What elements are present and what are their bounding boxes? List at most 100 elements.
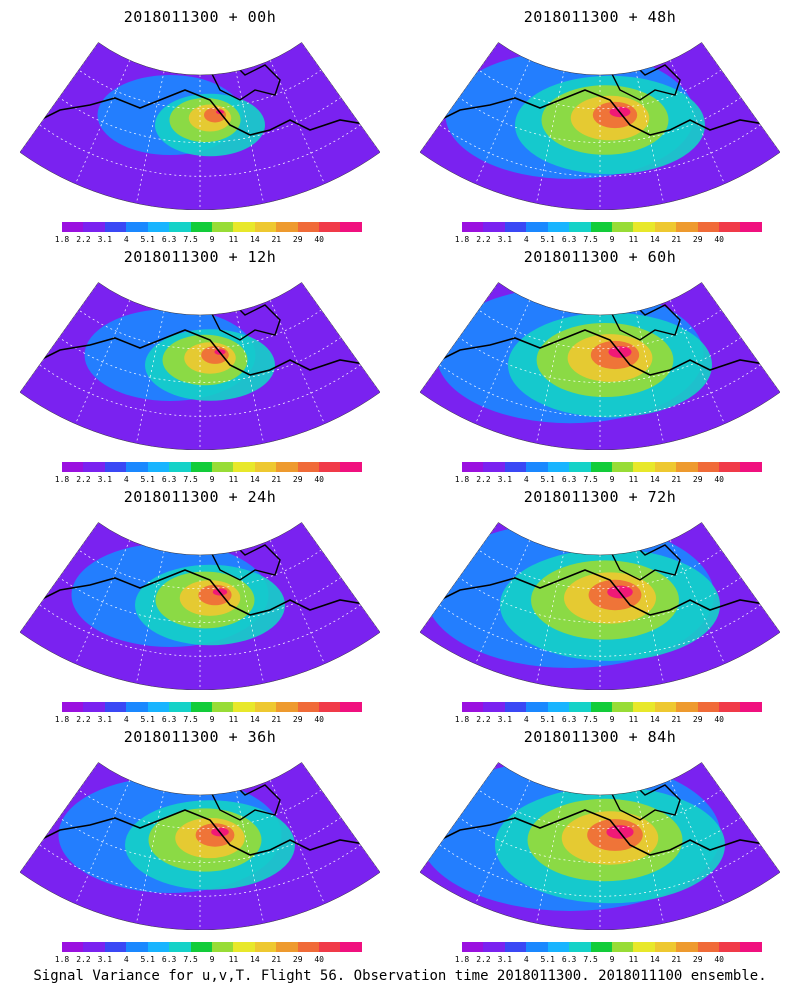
latitude-gridline: [78, 549, 322, 590]
colorbar-swatch: [483, 462, 505, 472]
panel-title: 2018011300 + 12h: [123, 248, 277, 266]
colorbar-tick-label: 14: [250, 955, 260, 964]
colorbar-swatch: [62, 462, 84, 472]
panel-title: 2018011300 + 84h: [523, 728, 677, 746]
colorbar-swatch: [104, 702, 127, 712]
colorbar: [462, 222, 762, 232]
panel-title: 2018011300 + 36h: [123, 728, 277, 746]
colorbar-tick-label: 4: [523, 955, 529, 964]
colorbar-swatch: [319, 942, 341, 952]
variance-map: [20, 42, 380, 210]
colorbar-tick-label: 7.5: [183, 955, 198, 964]
colorbar-ticks: 1.8 2.2 3.1 4 5.1 6.3 7.5 9 11 14 21 29 40: [55, 235, 362, 245]
colorbar-swatch: [569, 942, 591, 952]
colorbar-tick-label: 14: [650, 715, 660, 724]
colorbar-swatch: [233, 702, 255, 712]
colorbar-tick-label: 7.5: [183, 715, 198, 724]
colorbar-tick-label: 2.2: [76, 715, 91, 724]
colorbar-swatch: [462, 462, 484, 472]
latitude-gridline: [78, 69, 322, 110]
colorbar-tick-label: 21: [271, 475, 282, 484]
coastline: [29, 329, 371, 376]
colorbar-swatch: [462, 942, 484, 952]
colorbar-tick-label: 5.1: [140, 235, 155, 244]
variance-map: [420, 282, 780, 450]
variance-map: [20, 282, 380, 450]
colorbar-tick-label: 11: [228, 715, 239, 724]
colorbar-tick-label: 1.8: [54, 475, 70, 484]
colorbar-swatch: [62, 702, 84, 712]
colorbar-swatch: [233, 222, 255, 232]
colorbar-swatch: [697, 222, 720, 232]
latitude-gridline: [458, 337, 742, 383]
colorbar-swatch: [590, 222, 612, 232]
colorbar-swatch: [590, 462, 612, 472]
latitude-gridline: [458, 97, 742, 143]
map-outline: [420, 282, 780, 450]
map-outline: [420, 42, 780, 210]
colorbar-swatch: [697, 942, 720, 952]
colorbar-tick-label: 29: [692, 475, 703, 484]
colorbar-tick-label: 7.5: [583, 955, 598, 964]
colorbar-tick-label: 3.1: [97, 235, 113, 244]
colorbar-swatch: [147, 222, 170, 232]
colorbar-tick-label: 2.2: [76, 235, 91, 244]
colorbar-ticks: 1.8 2.2 3.1 4 5.1 6.3 7.5 9 11 14 21 29 40: [455, 475, 762, 485]
variance-map: [20, 762, 380, 930]
colorbar-swatch: [676, 462, 698, 472]
colorbar-swatch: [104, 942, 127, 952]
colorbar-tick-label: 5.1: [140, 715, 155, 724]
colorbar-ticks: 1.8 2.2 3.1 4 5.1 6.3 7.5 9 11 14 21 29 40: [55, 715, 362, 725]
colorbar-tick-label: 9: [609, 475, 615, 484]
panel-title: 2018011300 + 72h: [523, 488, 677, 506]
colorbar-swatch: [547, 702, 570, 712]
colorbar-tick-label: 5.1: [140, 955, 155, 964]
coastline: [429, 569, 771, 616]
colorbar-tick-label: 21: [671, 235, 682, 244]
colorbar-swatch: [126, 702, 148, 712]
forecast-panel: 2018011300 + 24h 1.8 2.2 3.1 4 5.1 6.3 7.5 9 11 14…: [0, 480, 400, 724]
latitude-gridline: [58, 337, 342, 383]
colorbar-swatch: [676, 942, 698, 952]
colorbar-swatch: [297, 942, 320, 952]
colorbar-tick-label: 29: [292, 475, 303, 484]
colorbar-tick-label: 9: [209, 475, 215, 484]
colorbar-tick-label: 11: [228, 235, 239, 244]
map-outline: [420, 762, 780, 930]
colorbar-swatch: [569, 222, 591, 232]
colorbar: [462, 462, 762, 472]
colorbar-tick-label: 2.2: [476, 235, 491, 244]
colorbar-swatch: [126, 462, 148, 472]
colorbar-swatch: [504, 462, 527, 472]
coastline: [29, 569, 371, 616]
colorbar-swatch: [319, 222, 341, 232]
forecast-panel: 2018011300 + 12h 1.8 2.2 3.1 4 5.1 6.3 7.5 9 11 14…: [0, 240, 400, 484]
map-outline: [20, 762, 380, 930]
colorbar-swatch: [590, 942, 612, 952]
latitude-gridline: [58, 577, 342, 623]
colorbar-swatch: [340, 702, 362, 712]
colorbar-swatch: [590, 702, 612, 712]
colorbar-tick-label: 6.3: [561, 955, 577, 964]
colorbar-tick-label: 21: [671, 475, 682, 484]
colorbar-swatch: [319, 702, 341, 712]
colorbar-tick-label: 11: [628, 955, 639, 964]
colorbar: [62, 942, 362, 952]
latitude-gridline: [478, 549, 722, 590]
colorbar: [62, 462, 362, 472]
colorbar-swatch: [462, 222, 484, 232]
colorbar-tick-label: 40: [714, 235, 724, 244]
coastline: [29, 809, 371, 856]
colorbar-tick-label: 21: [271, 235, 282, 244]
colorbar-tick-label: 14: [650, 955, 660, 964]
colorbar-tick-label: 6.3: [161, 475, 177, 484]
colorbar-swatch: [504, 942, 527, 952]
colorbar-swatch: [547, 222, 570, 232]
colorbar-tick-label: 4: [523, 715, 529, 724]
colorbar-tick-label: 2.2: [76, 475, 91, 484]
colorbar-tick-label: 7.5: [183, 475, 198, 484]
coastline: [29, 89, 371, 136]
colorbar-tick-label: 14: [650, 235, 660, 244]
colorbar-swatch: [611, 462, 634, 472]
colorbar-swatch: [740, 222, 762, 232]
